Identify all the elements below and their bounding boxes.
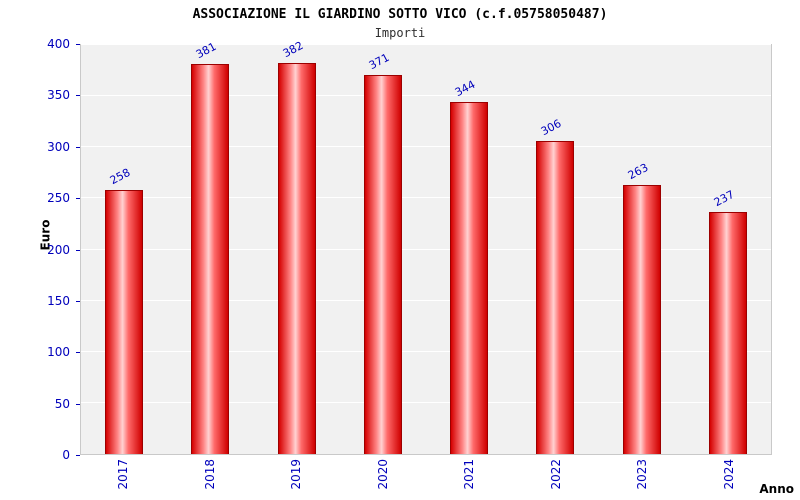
- gridline: [81, 248, 771, 250]
- y-axis-ticks: 0 50 100 150 200 250 300 350 400: [0, 37, 80, 462]
- y-tick-label: 250: [10, 191, 80, 205]
- x-axis-ticks: 2017 2018 2019 2020 2021 2022 2023 2024: [80, 459, 772, 499]
- x-tick-label: 2023: [635, 459, 650, 490]
- bar-slot: 381: [167, 40, 253, 454]
- gridline: [81, 350, 771, 352]
- y-tick-label: 200: [10, 243, 80, 257]
- x-tick-slot: 2023: [599, 459, 686, 499]
- x-axis-label: Anno: [759, 482, 794, 496]
- plot-area: 258 381 382 371 344 306 263 237: [80, 39, 772, 455]
- x-tick-label: 2021: [462, 459, 477, 490]
- x-tick-slot: 2020: [340, 459, 427, 499]
- chart-title: ASSOCIAZIONE IL GIARDINO SOTTO VICO (c.f…: [192, 7, 608, 22]
- gridline: [81, 44, 771, 45]
- y-tick-label: 300: [10, 140, 80, 154]
- bar-slot: 263: [599, 45, 685, 454]
- x-tick-slot: 2018: [167, 459, 254, 499]
- y-tick-label: 150: [10, 294, 80, 308]
- bar-slot: 382: [254, 39, 340, 454]
- bar-2024: [708, 211, 747, 454]
- gridline: [81, 95, 771, 97]
- bar-2018: [191, 64, 230, 454]
- bar-slot: 258: [81, 45, 167, 454]
- y-tick-label: 350: [10, 88, 80, 102]
- x-tick-label: 2022: [548, 459, 563, 490]
- x-tick-label: 2020: [375, 459, 390, 490]
- x-tick-slot: 2022: [513, 459, 600, 499]
- y-tick-label: 0: [10, 448, 80, 462]
- x-tick-label: 2018: [202, 459, 217, 490]
- x-tick-label: 2019: [289, 459, 304, 490]
- bar-slot: 237: [685, 45, 771, 454]
- x-tick-slot: 2017: [80, 459, 167, 499]
- y-tick-label: 100: [10, 345, 80, 359]
- bar-2022: [536, 141, 575, 454]
- x-tick-slot: 2019: [253, 459, 340, 499]
- bar-2023: [622, 185, 661, 454]
- bar-slot: 371: [340, 45, 426, 454]
- bar-slot: 344: [426, 45, 512, 454]
- y-tick-label: 50: [10, 397, 80, 411]
- chart-subtitle: Importi: [374, 26, 426, 40]
- bars-container: 258 381 382 371 344 306 263 237: [81, 39, 771, 454]
- gridline: [81, 299, 771, 301]
- gridline: [81, 197, 771, 199]
- x-tick-label: 2017: [116, 459, 131, 490]
- gridline: [81, 401, 771, 403]
- bar-2019: [277, 63, 316, 454]
- x-tick-label: 2024: [721, 459, 736, 490]
- bar-slot: 306: [512, 45, 598, 454]
- bar-2020: [363, 74, 402, 454]
- y-tick-label: 400: [10, 37, 80, 51]
- bar-2021: [450, 102, 489, 454]
- gridline: [81, 146, 771, 148]
- bar-2017: [105, 190, 144, 454]
- x-tick-slot: 2021: [426, 459, 513, 499]
